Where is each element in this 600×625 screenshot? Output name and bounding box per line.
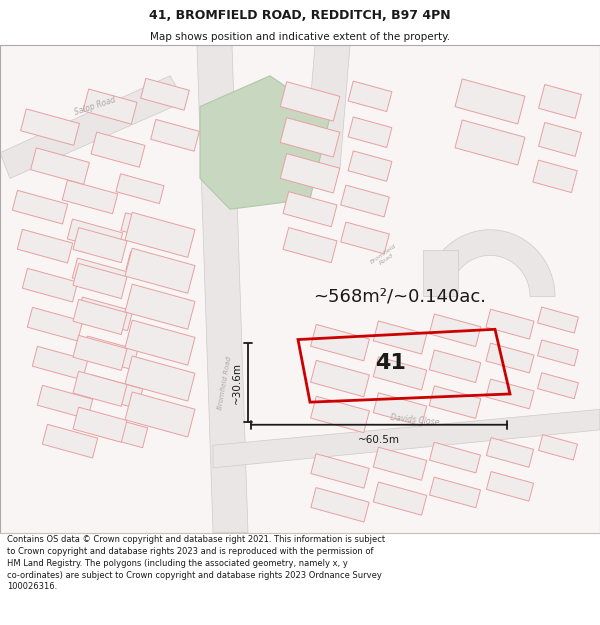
Polygon shape [121, 213, 169, 243]
Text: Davids Close: Davids Close [390, 412, 440, 427]
Polygon shape [373, 447, 427, 480]
Text: Bromfield Road: Bromfield Road [217, 356, 233, 411]
Polygon shape [82, 336, 138, 370]
Polygon shape [125, 320, 195, 365]
Polygon shape [283, 192, 337, 227]
Text: ~30.6m: ~30.6m [232, 362, 242, 404]
Polygon shape [280, 82, 340, 121]
Polygon shape [73, 299, 127, 334]
Polygon shape [425, 230, 555, 296]
Polygon shape [348, 151, 392, 181]
Polygon shape [430, 442, 481, 473]
Text: Map shows position and indicative extent of the property.: Map shows position and indicative extent… [150, 32, 450, 43]
Polygon shape [213, 409, 600, 468]
Polygon shape [27, 308, 83, 341]
Polygon shape [341, 185, 389, 217]
Polygon shape [116, 174, 164, 204]
Polygon shape [311, 324, 370, 361]
Polygon shape [67, 219, 123, 253]
Polygon shape [311, 454, 369, 488]
Polygon shape [125, 213, 195, 258]
Text: Contains OS data © Crown copyright and database right 2021. This information is : Contains OS data © Crown copyright and d… [7, 535, 385, 591]
Polygon shape [429, 386, 481, 419]
Text: 41: 41 [374, 353, 406, 373]
Polygon shape [200, 76, 330, 209]
Polygon shape [91, 132, 145, 168]
Polygon shape [73, 264, 127, 299]
Polygon shape [73, 336, 127, 371]
Polygon shape [72, 258, 128, 292]
Polygon shape [283, 228, 337, 262]
Polygon shape [42, 424, 98, 458]
Polygon shape [126, 252, 174, 282]
Polygon shape [37, 386, 93, 419]
Polygon shape [486, 379, 534, 409]
Polygon shape [22, 268, 78, 302]
Text: ~568m²/~0.140ac.: ~568m²/~0.140ac. [314, 288, 487, 306]
Polygon shape [92, 414, 148, 447]
Polygon shape [348, 81, 392, 111]
Polygon shape [341, 222, 389, 254]
Polygon shape [348, 117, 392, 148]
Polygon shape [486, 343, 534, 373]
Polygon shape [311, 361, 370, 397]
Polygon shape [487, 438, 533, 468]
Polygon shape [373, 357, 427, 390]
Polygon shape [87, 375, 143, 409]
Polygon shape [373, 392, 427, 426]
Polygon shape [373, 482, 427, 515]
Text: Salop Road: Salop Road [73, 95, 117, 117]
Polygon shape [73, 408, 127, 442]
Polygon shape [280, 154, 340, 193]
Polygon shape [17, 229, 73, 263]
Polygon shape [455, 120, 525, 165]
Polygon shape [77, 297, 133, 331]
Polygon shape [305, 45, 350, 168]
Polygon shape [197, 45, 248, 532]
Polygon shape [486, 309, 534, 339]
Polygon shape [538, 340, 578, 366]
Polygon shape [539, 122, 581, 156]
Polygon shape [0, 76, 185, 178]
Polygon shape [539, 434, 577, 460]
Polygon shape [140, 78, 190, 110]
Polygon shape [429, 350, 481, 382]
Polygon shape [538, 372, 578, 399]
Polygon shape [73, 228, 127, 262]
Polygon shape [125, 356, 195, 401]
Polygon shape [311, 396, 370, 432]
Polygon shape [125, 392, 195, 437]
Polygon shape [73, 371, 127, 406]
Polygon shape [136, 330, 184, 359]
Polygon shape [32, 346, 88, 380]
Text: 41, BROMFIELD ROAD, REDDITCH, B97 4PN: 41, BROMFIELD ROAD, REDDITCH, B97 4PN [149, 9, 451, 22]
Polygon shape [430, 477, 481, 508]
Polygon shape [83, 89, 137, 124]
Polygon shape [151, 119, 199, 151]
Polygon shape [539, 84, 581, 118]
Polygon shape [31, 148, 89, 184]
Polygon shape [125, 284, 195, 329]
Polygon shape [12, 191, 68, 224]
Polygon shape [487, 471, 533, 501]
Polygon shape [373, 321, 427, 354]
Text: Bromfield
Road: Bromfield Road [370, 243, 401, 270]
Polygon shape [423, 250, 458, 296]
Polygon shape [280, 118, 340, 157]
Polygon shape [62, 180, 118, 214]
Polygon shape [20, 109, 79, 146]
Polygon shape [311, 488, 369, 522]
Polygon shape [125, 248, 195, 293]
Polygon shape [533, 160, 577, 192]
Polygon shape [131, 291, 179, 321]
Polygon shape [538, 307, 578, 333]
Text: ~60.5m: ~60.5m [358, 435, 400, 445]
Polygon shape [455, 79, 525, 124]
Polygon shape [429, 314, 481, 347]
